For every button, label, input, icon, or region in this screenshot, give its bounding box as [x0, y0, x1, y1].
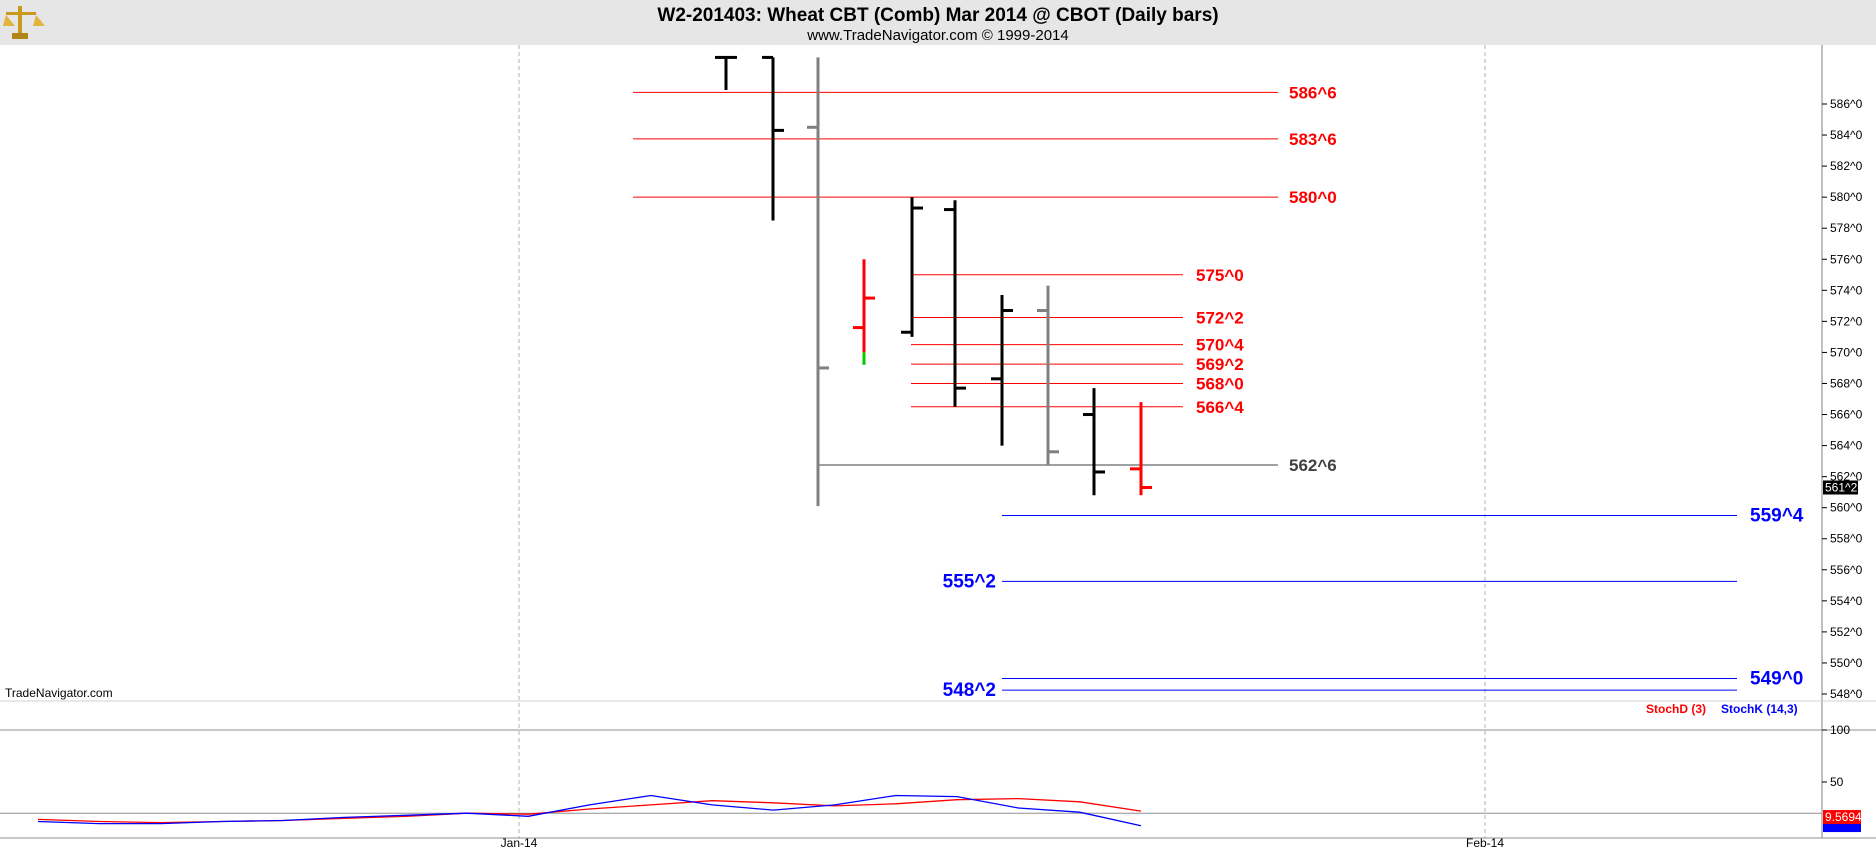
stoch-tick-label: 100 [1830, 723, 1850, 737]
level-label: 549^0 [1750, 668, 1803, 689]
level-label: 566^4 [1196, 398, 1244, 417]
level-label: 583^6 [1289, 130, 1337, 149]
price-tick-label: 576^0 [1830, 252, 1863, 266]
price-tick-label: 570^0 [1830, 345, 1863, 359]
price-tick-label: 550^0 [1830, 656, 1863, 670]
x-tick-label-jan: Jan-14 [501, 836, 538, 850]
price-tick-label: 556^0 [1830, 563, 1863, 577]
level-label: 570^4 [1196, 336, 1244, 355]
level-label: 586^6 [1289, 83, 1337, 102]
price-tick-label: 568^0 [1830, 376, 1863, 390]
price-tick-label: 564^0 [1830, 439, 1863, 453]
level-label: 572^2 [1196, 308, 1244, 327]
level-label: 568^0 [1196, 374, 1244, 393]
last-price-label: 561^2 [1825, 481, 1858, 495]
stoch-legend-k: StochK (14,3) [1721, 702, 1798, 716]
title-bar [0, 0, 1876, 45]
price-tick-label: 572^0 [1830, 314, 1863, 328]
price-tick-label: 552^0 [1830, 625, 1863, 639]
level-label: 548^2 [943, 680, 996, 701]
stoch-d-value-label: 9.5694 [1825, 810, 1862, 824]
price-axis: 586^0 584^0 582^0 580^0 578^0 576^0 574^0 572^0… [501, 97, 1863, 850]
ohlc-bars [715, 55, 1152, 507]
price-tick-label: 554^0 [1830, 594, 1863, 608]
chart-title: W2-201403: Wheat CBT (Comb) Mar 2014 @ C… [657, 5, 1218, 26]
level-lines: 586^6 583^6 580^0 575^0 572^2 570^4569^2568^0… [633, 83, 1804, 701]
price-tick-label: 586^0 [1830, 97, 1863, 111]
stoch-series-line [37, 794, 1142, 827]
stoch-legend-d: StochD (3) [1646, 702, 1706, 716]
watermark-text: TradeNavigator.com [5, 686, 113, 700]
stoch-d-value-flag [1823, 810, 1861, 825]
price-tick-label: 558^0 [1830, 532, 1863, 546]
level-label: 562^6 [1289, 456, 1337, 475]
level-label: 575^0 [1196, 266, 1244, 285]
price-tick-label: 562^0 [1830, 470, 1863, 484]
price-tick-label: 574^0 [1830, 283, 1863, 297]
stochastic-panel: 100 50 StochD (3) StochK (14,3) 9.5694 [0, 702, 1862, 833]
level-label: 555^2 [943, 571, 996, 592]
logo-icon [3, 6, 45, 39]
price-tick-label: 548^0 [1830, 687, 1863, 701]
level-label: 580^0 [1289, 188, 1337, 207]
price-tick-label: 582^0 [1830, 159, 1863, 173]
price-tick-label: 566^0 [1830, 408, 1863, 422]
last-price-flag [1823, 480, 1858, 495]
level-label: 569^2 [1196, 355, 1244, 374]
price-tick-label: 580^0 [1830, 190, 1863, 204]
price-tick-label: 560^0 [1830, 501, 1863, 515]
x-tick-label-feb: Feb-14 [1466, 836, 1504, 850]
chart-subtitle: www.TradeNavigator.com © 1999-2014 [806, 27, 1068, 44]
stoch-tick-label: 50 [1830, 775, 1844, 789]
price-tick-label: 578^0 [1830, 221, 1863, 235]
grid-layer [0, 45, 1876, 839]
level-label: 559^4 [1750, 505, 1804, 526]
price-tick-label: 584^0 [1830, 128, 1863, 142]
